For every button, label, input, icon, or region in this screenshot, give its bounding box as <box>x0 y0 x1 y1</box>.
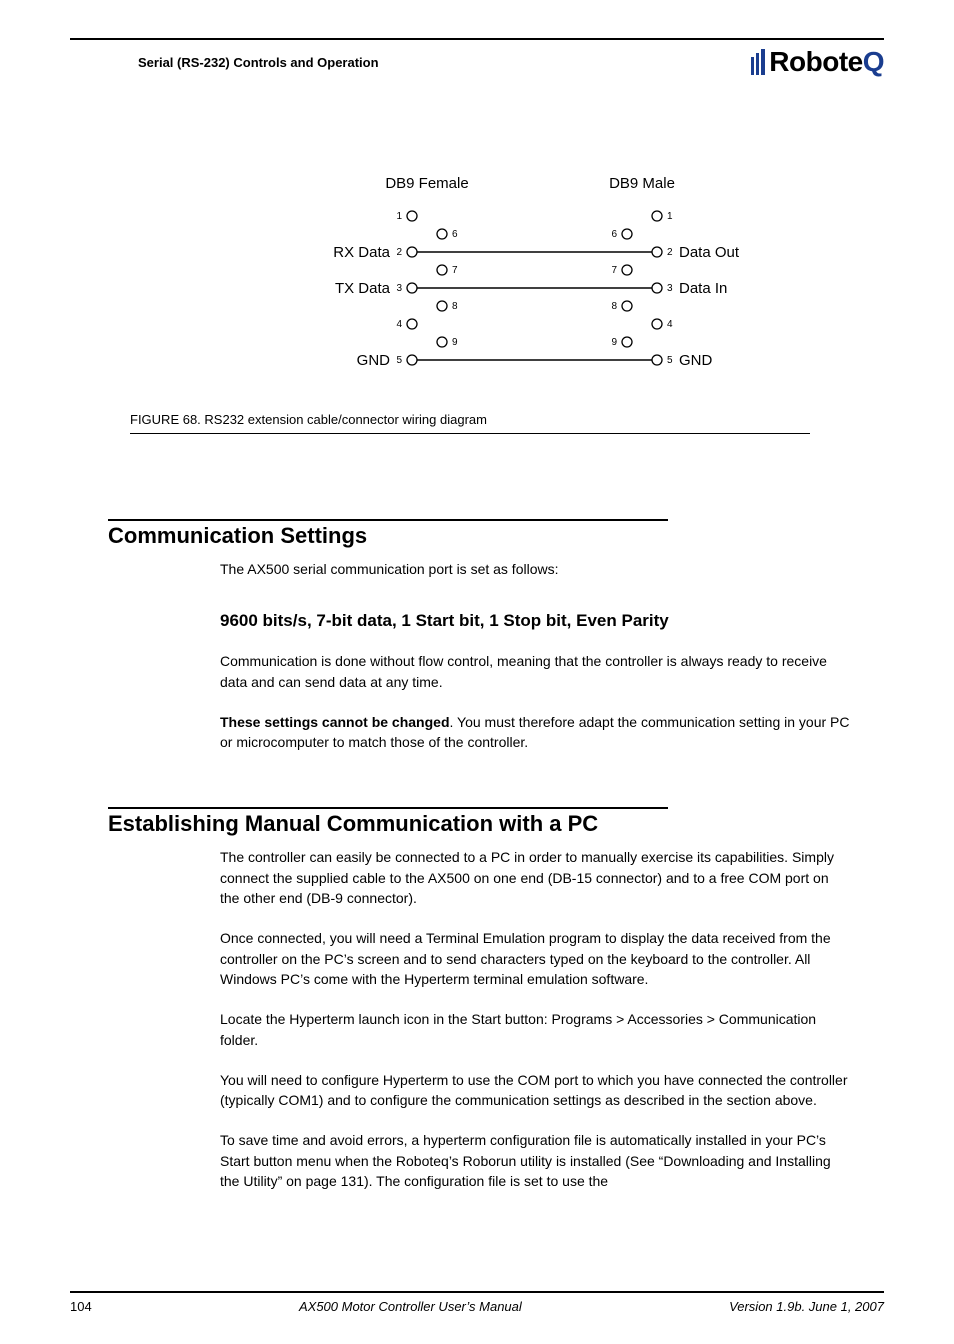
est-p5: To save time and avoid errors, a hyperte… <box>220 1130 850 1191</box>
svg-text:7: 7 <box>611 265 617 276</box>
section-title-establishing: Establishing Manual Communication with a… <box>108 811 884 837</box>
est-p4: You will need to configure Hyperterm to … <box>220 1070 850 1111</box>
svg-text:5: 5 <box>396 355 402 366</box>
svg-text:TX Data: TX Data <box>335 280 391 297</box>
svg-text:4: 4 <box>396 319 402 330</box>
comm-p1: Communication is done without flow contr… <box>220 651 850 692</box>
svg-text:DB9 Male: DB9 Male <box>609 175 675 192</box>
section-title-comm-settings: Communication Settings <box>108 523 884 549</box>
svg-text:Data In: Data In <box>679 280 727 297</box>
footer-center: AX500 Motor Controller User’s Manual <box>299 1299 522 1314</box>
comm-sub-heading: 9600 bits/s, 7-bit data, 1 Start bit, 1 … <box>220 611 884 631</box>
svg-text:9: 9 <box>452 337 458 348</box>
footer-page-number: 104 <box>70 1299 92 1314</box>
wiring-diagram: DB9 Female DB9 Male 1 2 3 4 5 6 7 8 9 1 2 3 4 5 6 7 8 9 RX D… <box>70 168 884 388</box>
svg-text:6: 6 <box>452 229 458 240</box>
est-p1: The controller can easily be connected t… <box>220 847 850 908</box>
svg-text:2: 2 <box>396 247 402 258</box>
svg-text:1: 1 <box>667 211 673 222</box>
est-p2: Once connected, you will need a Terminal… <box>220 928 850 989</box>
svg-text:5: 5 <box>667 355 673 366</box>
svg-text:GND: GND <box>357 352 391 369</box>
svg-text:8: 8 <box>611 301 617 312</box>
svg-text:7: 7 <box>452 265 458 276</box>
est-p3: Locate the Hyperterm launch icon in the … <box>220 1009 850 1050</box>
figure-caption: FIGURE 68. RS232 extension cable/connect… <box>130 412 884 427</box>
svg-text:3: 3 <box>667 283 673 294</box>
svg-text:8: 8 <box>452 301 458 312</box>
svg-text:9: 9 <box>611 337 617 348</box>
svg-text:4: 4 <box>667 319 673 330</box>
header-section-title: Serial (RS-232) Controls and Operation <box>138 55 379 70</box>
logo: RoboteQ <box>751 46 884 78</box>
svg-text:1: 1 <box>396 211 402 222</box>
comm-p2: These settings cannot be changed. You mu… <box>220 712 850 753</box>
logo-text: RoboteQ <box>769 46 884 78</box>
logo-bars-icon <box>751 49 767 75</box>
svg-text:DB9 Female: DB9 Female <box>385 175 468 192</box>
svg-text:RX Data: RX Data <box>333 244 390 261</box>
footer-right: Version 1.9b. June 1, 2007 <box>729 1299 884 1314</box>
svg-text:6: 6 <box>611 229 617 240</box>
svg-text:Data Out: Data Out <box>679 244 740 261</box>
comm-intro: The AX500 serial communication port is s… <box>220 559 850 579</box>
svg-text:3: 3 <box>396 283 402 294</box>
svg-text:2: 2 <box>667 247 673 258</box>
svg-text:GND: GND <box>679 352 713 369</box>
